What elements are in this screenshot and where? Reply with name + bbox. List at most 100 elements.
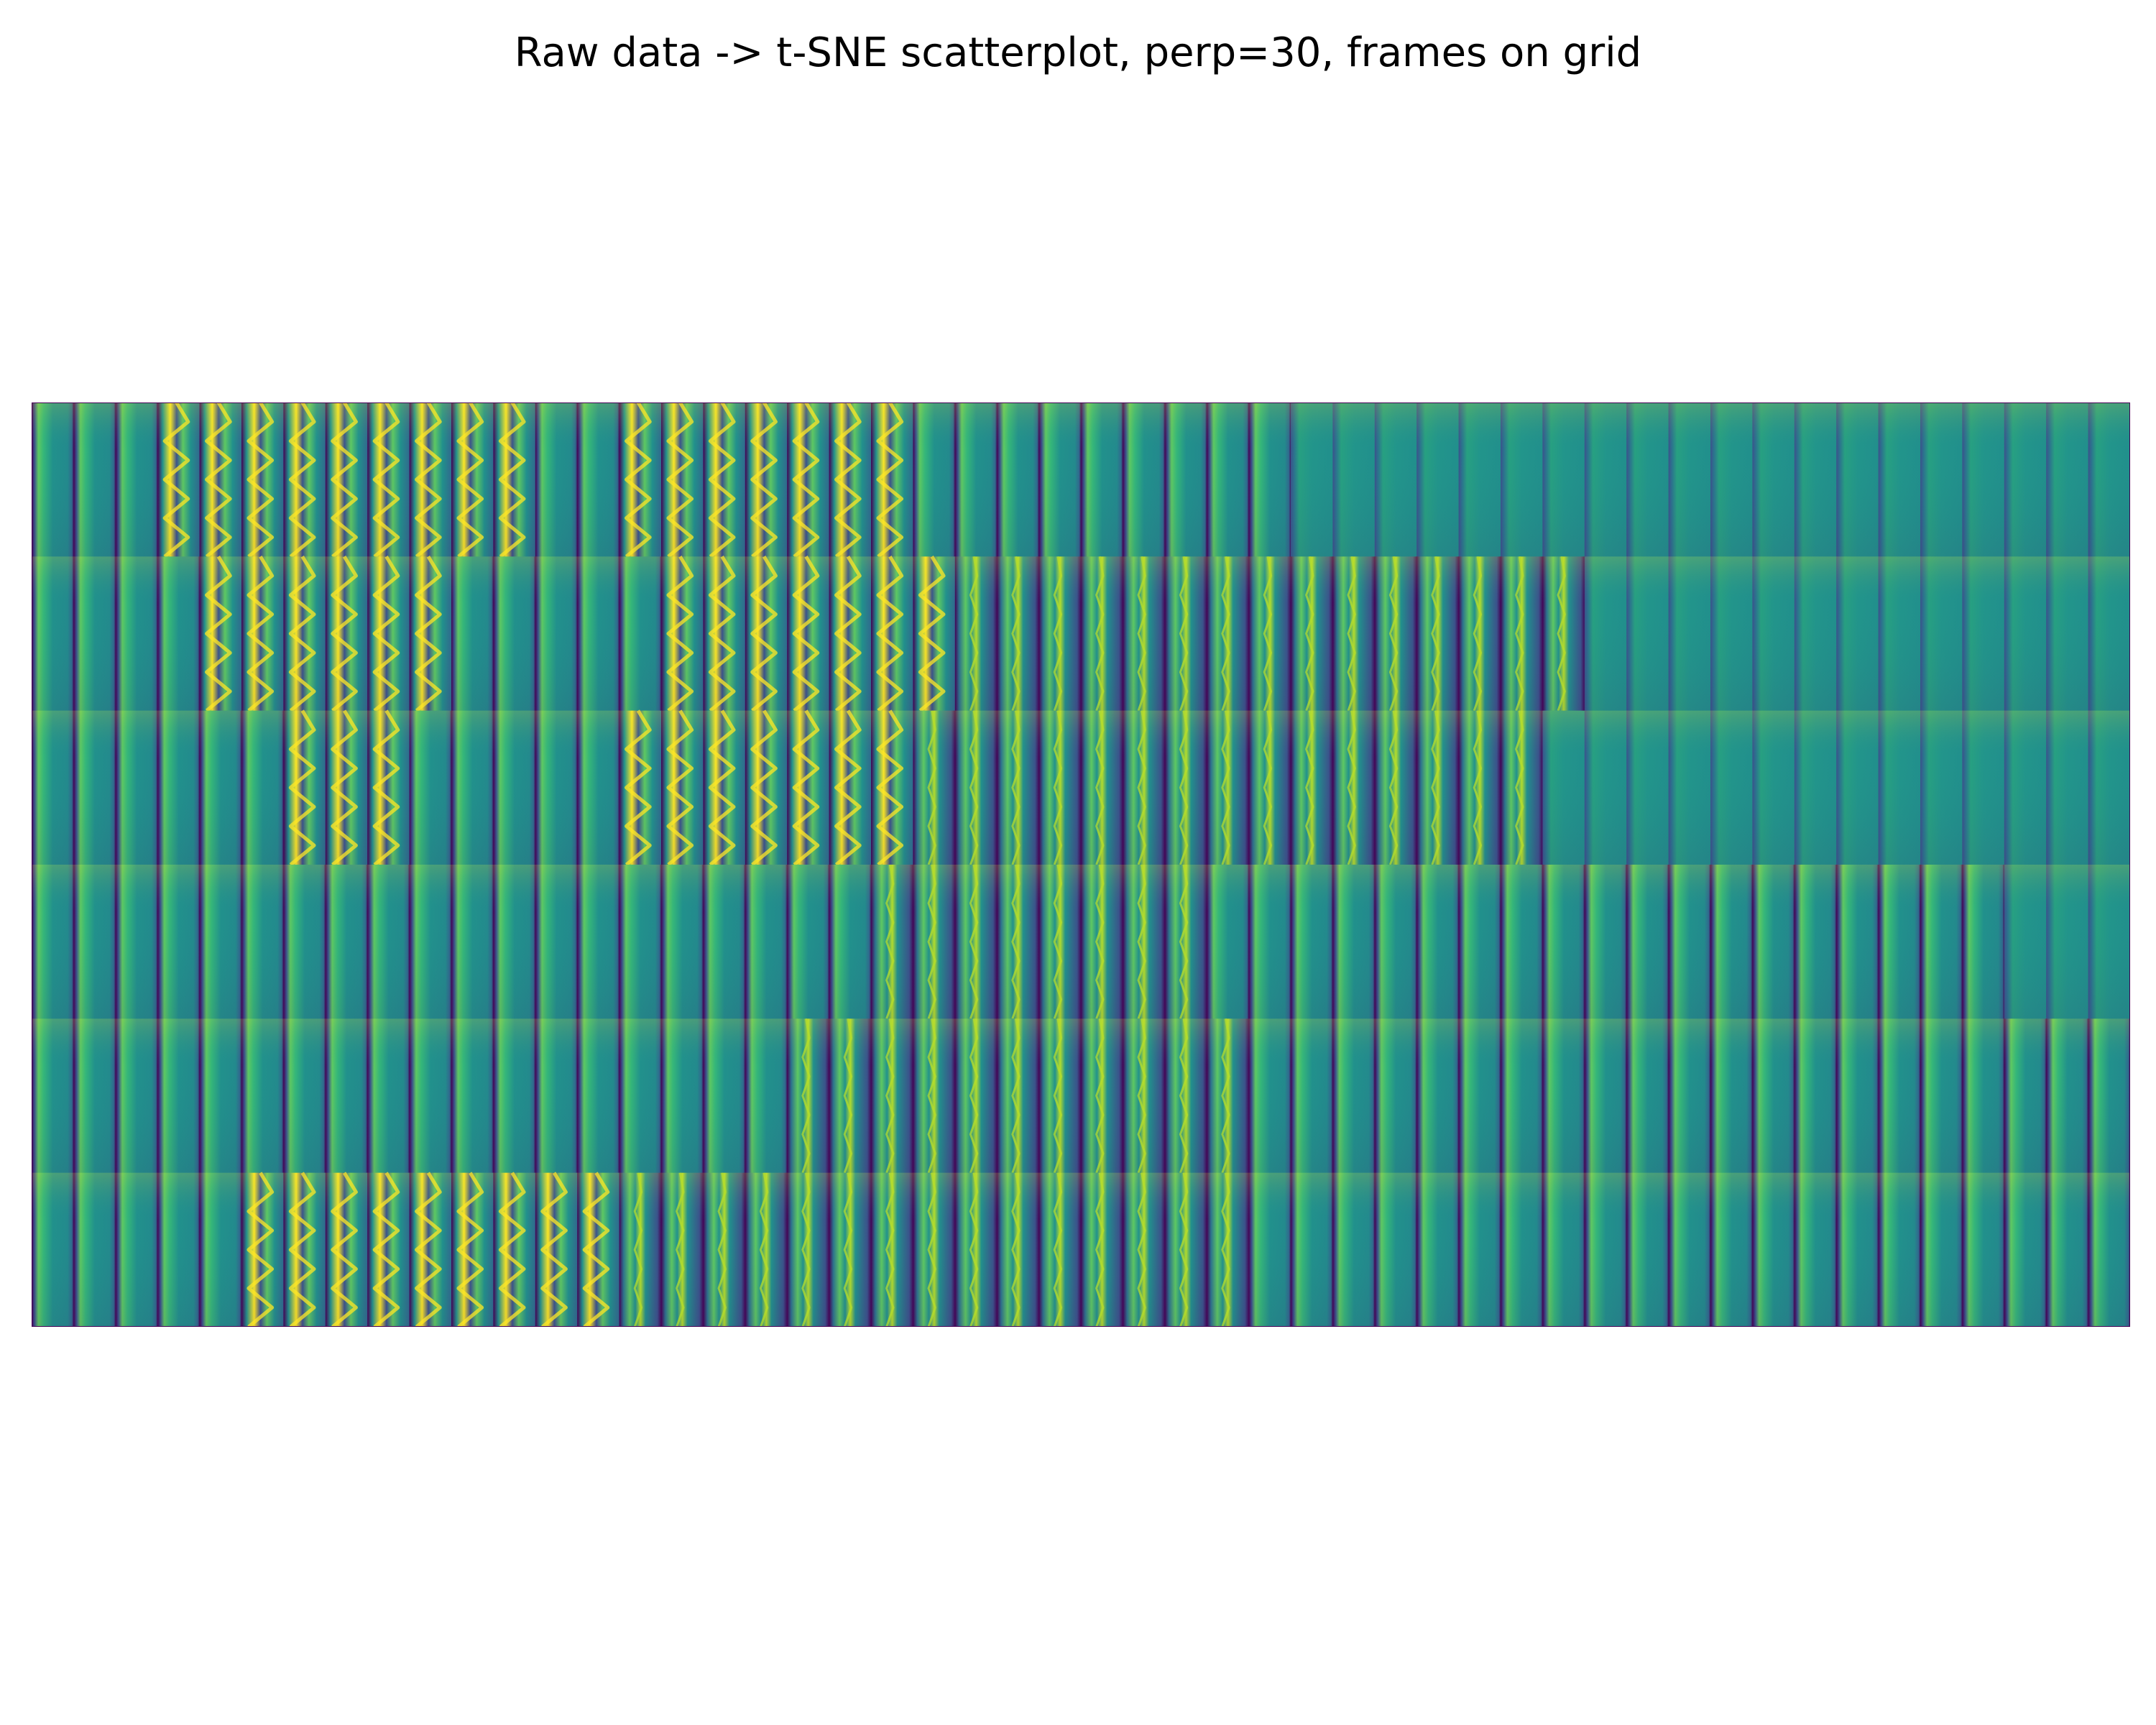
vortex-streak xyxy=(331,709,358,866)
vortex-streak xyxy=(1179,556,1189,712)
frame-shading xyxy=(157,556,201,712)
frame-shading xyxy=(1752,865,1795,1019)
vortex-streak xyxy=(1473,556,1483,712)
vortex-streak xyxy=(792,402,820,558)
frame-shading xyxy=(409,865,452,1019)
frame-shading xyxy=(1458,1018,1501,1174)
vortex-streak xyxy=(969,710,979,865)
vortex-streak xyxy=(331,402,358,558)
frame-shading xyxy=(535,1018,578,1174)
vortex-streak xyxy=(625,402,652,558)
frame-shading xyxy=(871,1172,913,1327)
frame-shading xyxy=(1920,865,1963,1019)
vortex-streak xyxy=(918,556,946,712)
frame-shading xyxy=(1416,402,1460,557)
frame-shading xyxy=(1920,1172,1963,1327)
frame-shading xyxy=(1962,865,2005,1019)
frame-shading xyxy=(1584,1018,1627,1174)
frame-shading xyxy=(1332,1172,1376,1327)
vortex-streak xyxy=(876,709,904,866)
frame-shading xyxy=(1626,556,1669,712)
frame-shading xyxy=(1626,865,1669,1019)
vortex-streak xyxy=(1431,556,1440,712)
vortex-streak xyxy=(1011,1172,1021,1327)
frame-shading xyxy=(2004,556,2047,712)
frame-shading xyxy=(577,1018,620,1174)
frame-shading xyxy=(2004,710,2047,865)
frame-shading xyxy=(703,1172,746,1327)
frame-shading xyxy=(1794,402,1837,557)
frame-shading xyxy=(32,1172,74,1327)
frame-shading xyxy=(1710,1018,1753,1174)
vortex-streak xyxy=(750,402,778,558)
frame-shading xyxy=(1248,1018,1291,1174)
frame-shading xyxy=(1584,402,1627,557)
frame-shading xyxy=(1794,1172,1837,1327)
frame-shading xyxy=(703,865,746,1019)
frame-shading xyxy=(1416,1172,1460,1327)
frame-shading xyxy=(1920,1018,1963,1174)
frame-shading xyxy=(115,556,158,712)
frame-shading xyxy=(1878,710,1921,865)
frame-shading xyxy=(73,556,116,712)
vortex-streak xyxy=(288,402,316,558)
vortex-streak xyxy=(792,709,820,866)
frame-shading xyxy=(1710,556,1753,712)
vortex-streak xyxy=(834,402,862,558)
frame-shading xyxy=(1374,1018,1417,1174)
frame-shading xyxy=(1081,402,1123,557)
frame-shading xyxy=(2088,556,2130,712)
vortex-streak xyxy=(1388,710,1399,865)
vortex-streak xyxy=(456,402,484,558)
vortex-streak xyxy=(759,1172,769,1327)
frame-shading xyxy=(1710,1172,1753,1327)
frame-shading xyxy=(2088,865,2130,1019)
frame-shading xyxy=(2004,402,2047,557)
frame-shading xyxy=(2004,865,2047,1019)
frame-shading xyxy=(241,865,284,1019)
frame-shading xyxy=(73,402,116,557)
frame-shading xyxy=(1501,865,1543,1019)
frame-shading xyxy=(451,865,494,1019)
frame-shading xyxy=(1542,865,1585,1019)
frame-shading xyxy=(1752,556,1795,712)
vortex-streak xyxy=(1011,556,1021,712)
frame-shading xyxy=(1248,865,1291,1019)
frame-shading xyxy=(367,865,410,1019)
vortex-streak xyxy=(1137,864,1146,1019)
frame-shading xyxy=(2046,1018,2089,1174)
frame-grid xyxy=(32,402,2130,1327)
frame-shading xyxy=(1962,556,2005,712)
frame-shading xyxy=(115,1172,158,1327)
frame-shading xyxy=(1584,556,1627,712)
vortex-streak xyxy=(1221,1018,1230,1174)
vortex-streak xyxy=(205,402,232,558)
frame-shading xyxy=(1501,1018,1543,1174)
vortex-streak xyxy=(625,709,652,866)
frame-shading xyxy=(997,402,1040,557)
frame-shading xyxy=(1332,402,1376,557)
vortex-streak xyxy=(372,556,400,712)
vortex-streak xyxy=(885,1018,895,1174)
frame-shading xyxy=(1332,1018,1376,1174)
vortex-streak xyxy=(372,709,400,866)
frame-shading xyxy=(1081,1172,1123,1327)
frame-shading xyxy=(157,1172,201,1327)
frame-shading xyxy=(115,710,158,865)
frame-shading xyxy=(409,1018,452,1174)
vortex-streak xyxy=(1179,864,1189,1019)
vortex-streak xyxy=(1095,1172,1105,1327)
vortex-streak xyxy=(1053,1018,1063,1174)
frame-shading xyxy=(577,710,620,865)
frame-shading xyxy=(1501,402,1543,557)
frame-shading xyxy=(2004,1018,2047,1174)
frame-shading xyxy=(535,710,578,865)
frame-shading xyxy=(1962,1172,2005,1327)
frame-shading xyxy=(1668,1018,1711,1174)
frame-shading xyxy=(2088,1018,2130,1174)
frame-shading xyxy=(32,710,74,865)
frame-shading xyxy=(1584,865,1627,1019)
frame-shading xyxy=(493,556,536,712)
vortex-streak xyxy=(1053,556,1063,712)
vortex-streak xyxy=(331,1172,358,1327)
